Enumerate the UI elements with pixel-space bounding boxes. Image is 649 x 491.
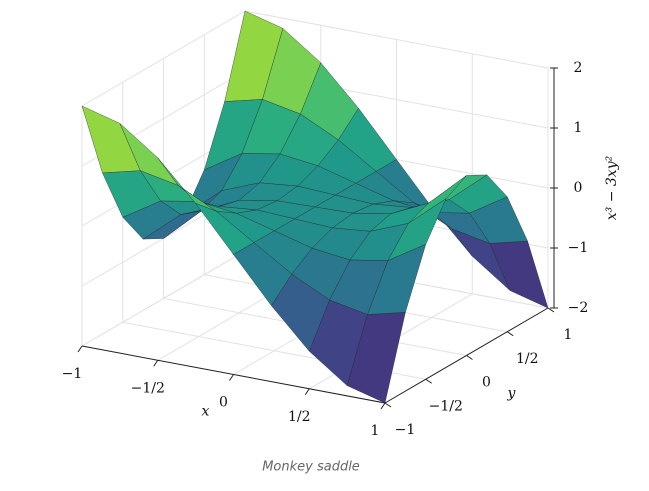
x-tick	[380, 402, 386, 410]
y-tick-label: −1	[395, 422, 416, 438]
y-tick	[425, 378, 433, 384]
x-tick	[229, 374, 234, 381]
z-tick-label: 1	[574, 120, 583, 136]
z-tick-label: −2	[568, 300, 589, 316]
z-tick-label: −1	[568, 240, 589, 256]
y-tick-label: 1	[564, 327, 573, 343]
x-tick-label: 1/2	[288, 409, 311, 425]
y-axis-label: y	[507, 386, 517, 402]
y-tick	[506, 331, 514, 337]
y-tick	[466, 355, 473, 360]
x-tick	[77, 345, 83, 353]
x-tick	[304, 388, 310, 396]
x-tick-label: 1	[371, 423, 380, 439]
surface-patch	[346, 312, 406, 404]
z-tick-label: 0	[574, 180, 583, 196]
y-tick	[547, 307, 555, 313]
y-tick	[384, 402, 392, 408]
x-tick	[153, 359, 159, 367]
z-axis-label: x³ − 3xy²	[604, 155, 620, 220]
x-axis-label: x	[202, 404, 210, 420]
caption: Monkey saddle	[262, 460, 360, 475]
y-tick-label: 0	[482, 375, 491, 391]
y-tick-label: 1/2	[516, 351, 539, 367]
y-tick-label: −1/2	[429, 398, 463, 414]
x-tick-label: 0	[219, 395, 228, 411]
z-tick-label: 2	[574, 60, 583, 76]
x-tick-label: −1/2	[131, 380, 165, 396]
x-tick-label: −1	[62, 366, 83, 382]
